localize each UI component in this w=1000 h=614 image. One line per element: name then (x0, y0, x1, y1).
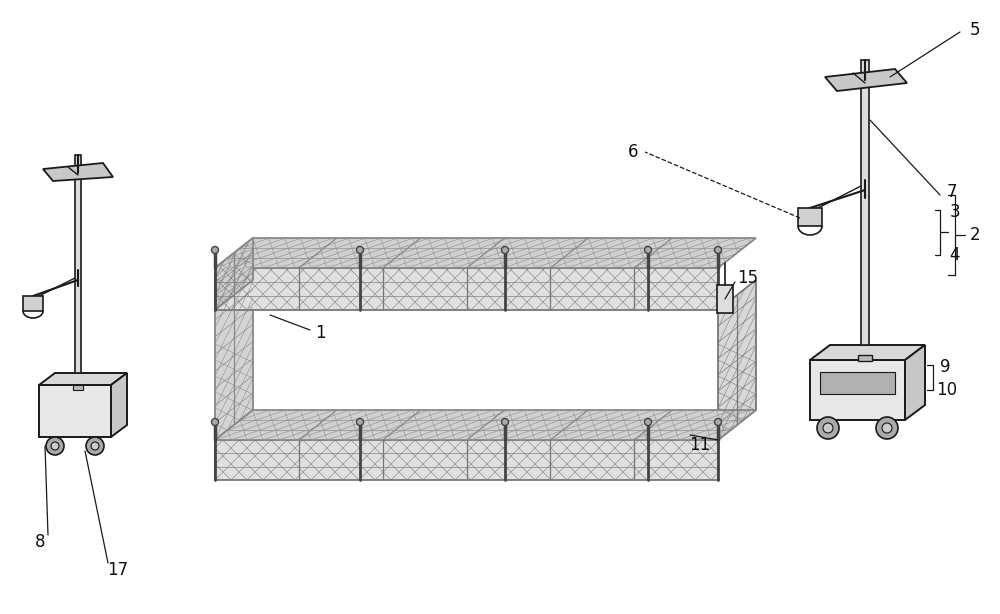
Circle shape (882, 423, 892, 433)
Circle shape (46, 437, 64, 455)
Text: 8: 8 (35, 533, 45, 551)
Circle shape (91, 442, 99, 450)
Circle shape (86, 437, 104, 455)
Circle shape (357, 246, 364, 254)
Circle shape (51, 442, 59, 450)
Polygon shape (215, 238, 253, 440)
Circle shape (823, 423, 833, 433)
Bar (810, 360, 905, 420)
Text: 17: 17 (107, 561, 129, 579)
Bar (858, 355, 872, 361)
Circle shape (714, 246, 722, 254)
Circle shape (644, 419, 652, 426)
Text: 10: 10 (936, 381, 958, 399)
Text: 11: 11 (689, 436, 711, 454)
Circle shape (714, 419, 722, 426)
Polygon shape (825, 69, 907, 91)
Polygon shape (905, 345, 925, 420)
Bar (861, 60, 869, 345)
Polygon shape (810, 345, 925, 360)
Circle shape (876, 417, 898, 439)
Bar (23, 296, 43, 311)
Text: 3: 3 (950, 203, 960, 221)
Bar (73, 385, 83, 390)
Text: 1: 1 (315, 324, 325, 342)
Circle shape (212, 419, 219, 426)
Polygon shape (215, 410, 756, 440)
Text: 6: 6 (628, 143, 638, 161)
Text: 15: 15 (737, 269, 759, 287)
Circle shape (502, 419, 509, 426)
Circle shape (817, 417, 839, 439)
Polygon shape (39, 373, 127, 385)
Circle shape (357, 419, 364, 426)
Polygon shape (215, 440, 718, 480)
Bar (39, 385, 111, 437)
Polygon shape (718, 280, 756, 440)
Text: 9: 9 (940, 358, 950, 376)
Bar (798, 208, 822, 226)
Bar (820, 372, 895, 394)
Polygon shape (43, 163, 113, 181)
Circle shape (644, 246, 652, 254)
Text: 4: 4 (950, 246, 960, 264)
Polygon shape (111, 373, 127, 437)
Polygon shape (215, 238, 756, 268)
Polygon shape (215, 238, 253, 310)
Bar (717, 285, 733, 313)
Text: 5: 5 (970, 21, 980, 39)
Circle shape (212, 246, 219, 254)
Circle shape (502, 246, 509, 254)
Text: 2: 2 (970, 226, 980, 244)
Text: 7: 7 (947, 183, 957, 201)
Bar (75, 155, 81, 373)
Polygon shape (215, 268, 718, 310)
